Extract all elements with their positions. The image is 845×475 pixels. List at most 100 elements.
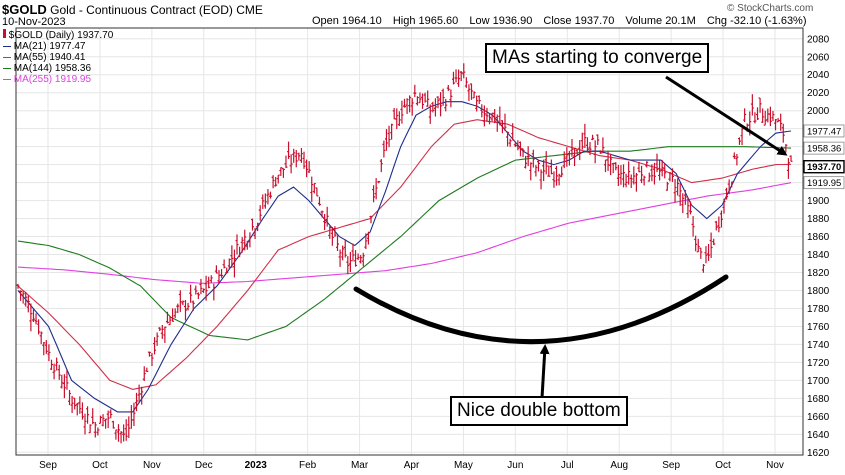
price-bar: [281, 168, 285, 178]
price-bar: [714, 220, 718, 231]
low-label: Low: [469, 15, 490, 27]
price-bar: [168, 315, 172, 326]
price-bar: [624, 173, 628, 188]
x-tick-label: Nov: [143, 460, 161, 471]
legend-label: MA(255) 1919.95: [13, 74, 92, 85]
price-bar: [96, 427, 100, 436]
price-bar: [299, 148, 303, 163]
price-bar: [593, 140, 597, 164]
x-tick-label: Mar: [351, 460, 369, 471]
series-line-ma255: [17, 182, 792, 284]
price-bar: [763, 110, 767, 126]
low-value: 1936.90: [492, 15, 533, 27]
price-label: 1919.95: [803, 176, 845, 189]
price-bar: [709, 232, 713, 259]
price-bar: [596, 134, 600, 145]
price-bar: [336, 235, 340, 251]
price-bar: [73, 397, 77, 410]
price-bar: [359, 255, 363, 264]
price-bar: [627, 161, 631, 185]
price-bar: [19, 290, 23, 301]
price-bar: [191, 300, 195, 311]
price-bar: [730, 181, 734, 188]
price-bar: [356, 253, 360, 261]
open-label: Open: [312, 15, 339, 27]
price-bar: [534, 165, 538, 177]
price-bar: [312, 182, 316, 194]
price-bar: [325, 206, 329, 227]
price-bar: [88, 424, 92, 434]
price-bar: [454, 69, 458, 83]
price-bar: [433, 98, 437, 117]
annotation-converge: MAs starting to converge: [485, 43, 710, 73]
price-bar: [521, 148, 525, 158]
price-bar: [585, 137, 589, 152]
price-bar: [477, 95, 481, 105]
legend-swatch: [3, 67, 11, 69]
price-bar: [665, 181, 669, 191]
price-bar: [98, 415, 102, 424]
price-bar: [222, 259, 226, 269]
y-tick-label: 1700: [807, 376, 830, 387]
price-bar: [160, 324, 164, 339]
price-bar: [374, 178, 378, 200]
price-bar: [240, 237, 244, 253]
price-bar: [663, 163, 667, 179]
price-bar: [55, 357, 59, 371]
price-bar: [570, 139, 574, 157]
price-bar: [761, 108, 765, 123]
price-bar: [588, 142, 592, 156]
x-tick-label: Apr: [404, 460, 420, 471]
price-bar: [361, 252, 365, 267]
price-bar: [305, 159, 309, 178]
price-bar: [343, 239, 347, 258]
price-bar: [284, 155, 288, 169]
price-bar: [673, 178, 677, 203]
exchange: CME: [236, 3, 263, 17]
price-bar: [776, 117, 780, 123]
legend-swatch: [3, 56, 11, 58]
y-tick-label: 1800: [807, 286, 830, 297]
price-bar: [629, 174, 633, 188]
legend-swatch: [3, 29, 6, 38]
legend-item-ma255: MA(255) 1919.95: [3, 74, 91, 85]
price-bar: [451, 71, 455, 85]
price-bar: [158, 327, 162, 331]
price-bar: [328, 226, 332, 239]
price-bar: [248, 232, 252, 248]
price-bar: [104, 418, 108, 429]
price-bar: [155, 332, 159, 346]
price-bar: [86, 406, 90, 424]
volume-value: 20.1M: [665, 15, 696, 27]
price-bar: [467, 84, 471, 101]
price-bar: [171, 308, 175, 322]
price-bar: [415, 96, 419, 106]
price-bar: [753, 112, 757, 124]
legend-label: MA(144) 1958.36: [13, 63, 92, 74]
price-bar: [439, 92, 443, 117]
price-bar: [544, 151, 548, 175]
price-bar: [34, 313, 38, 325]
price-bar: [382, 140, 386, 158]
price-bar: [266, 189, 270, 205]
price-bar: [516, 140, 520, 151]
y-tick-label: 1740: [807, 340, 830, 351]
chg-value: -32.10 (-1.63%): [730, 15, 807, 27]
price-bar: [727, 179, 731, 195]
price-bar: [42, 341, 46, 356]
price-bar: [310, 176, 314, 202]
price-bar: [469, 83, 473, 100]
price-bar: [220, 269, 224, 278]
price-bar: [410, 98, 414, 116]
price-bar: [78, 396, 82, 414]
converge-arrow: [665, 75, 788, 156]
price-bar: [287, 141, 291, 159]
price-bar: [601, 137, 605, 154]
price-bar: [176, 303, 180, 314]
price-bar: [351, 243, 355, 262]
price-bar: [539, 169, 543, 190]
price-bar: [163, 326, 167, 343]
price-bar: [238, 246, 242, 258]
price-bar: [39, 331, 43, 345]
price-bar: [390, 123, 394, 140]
